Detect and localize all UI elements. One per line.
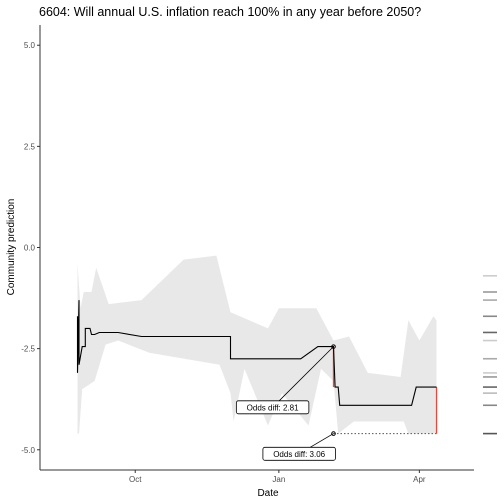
data-point-2	[331, 431, 336, 436]
y-tick-label-3: 0.0	[24, 244, 36, 253]
annotation-label-1: Odds diff: 2.81	[247, 403, 299, 412]
chart-title: 6604: Will annual U.S. inflation reach 1…	[39, 5, 421, 19]
uncertainty-band	[77, 255, 437, 434]
annotation-box-1	[235, 400, 310, 415]
x-tick-label-2: Jan	[272, 475, 285, 484]
annotation-box-2	[262, 446, 336, 461]
y-tick-label-5: -5.0	[21, 446, 35, 455]
x-tick-label-3: Apr	[413, 475, 426, 484]
y-axis-title: Community prediction	[6, 199, 17, 296]
plot-area: Odds diff: 2.81 Odds diff: 3.06 5.0 2.5 0.0 -…	[21, 25, 497, 484]
series-line-1	[76, 300, 437, 406]
annotation-leader-1	[272, 346, 334, 408]
data-point-1	[331, 344, 336, 349]
x-tick-label-1: Oct	[129, 475, 142, 484]
y-tick-label-2: 2.5	[24, 142, 36, 151]
x-axis-title: Date	[257, 488, 279, 499]
y-tick-label-1: 5.0	[24, 41, 36, 50]
y-tick-label-4: -2.5	[21, 345, 35, 354]
annotation-label-2: Odds diff: 3.06	[273, 450, 325, 459]
